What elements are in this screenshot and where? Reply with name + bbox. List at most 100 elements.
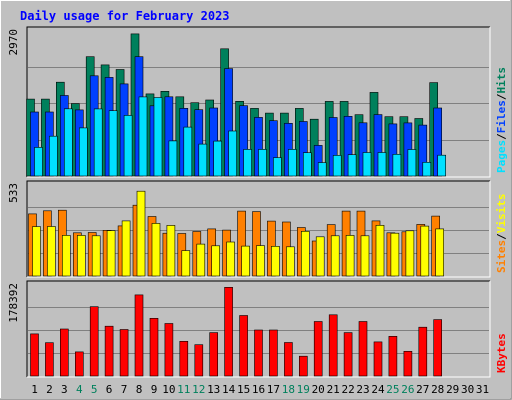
bar-pages — [213, 140, 222, 177]
bar-pages — [347, 154, 357, 177]
x-tick-label: 27 — [416, 383, 429, 396]
bar-visits — [77, 235, 86, 277]
series-pages — [34, 96, 447, 177]
x-tick-label: 31 — [476, 383, 489, 396]
bar-kbytes — [343, 332, 353, 377]
bar-kbytes — [433, 319, 443, 377]
bar-visits — [106, 230, 116, 277]
bar-visits — [375, 225, 385, 277]
bar-visits — [241, 245, 250, 277]
bar-kbytes — [313, 321, 323, 377]
bar-kbytes — [164, 323, 174, 377]
bar-kbytes — [254, 329, 263, 377]
bar-pages — [437, 154, 447, 177]
bar-pages — [302, 152, 312, 177]
bar-kbytes — [119, 329, 129, 377]
panel-visits: 533 Sites/Visits — [7, 180, 508, 278]
bar-kbytes — [388, 335, 398, 377]
bar-visits — [286, 246, 295, 277]
x-tick-label: 15 — [237, 383, 250, 396]
bar-pages — [332, 155, 342, 177]
legend-entry: Visits — [495, 194, 508, 234]
bar-visits — [61, 235, 71, 277]
x-tick-label: 25 — [386, 383, 399, 396]
legend-entry: Sites — [495, 240, 508, 273]
bar-kbytes — [373, 341, 383, 377]
bar-kbytes — [403, 350, 413, 377]
legend-hits: Pages/Files/Hits — [495, 67, 508, 173]
bar-visits — [390, 232, 400, 277]
x-tick-label: 4 — [76, 383, 83, 396]
x-tick-label: 6 — [106, 383, 113, 396]
bar-visits — [47, 226, 56, 277]
bar-kbytes — [45, 342, 54, 377]
x-tick-label: 29 — [446, 383, 459, 396]
bar-pages — [108, 110, 118, 177]
x-tick-label: 1 — [31, 383, 38, 396]
bar-pages — [183, 126, 193, 177]
legend-entry: KBytes — [495, 333, 508, 373]
legend-entry: / — [495, 133, 508, 140]
x-tick-label: 23 — [356, 383, 369, 396]
legend-entry: Pages — [495, 140, 508, 173]
legend-entry: Hits — [495, 67, 508, 94]
series-visits — [32, 190, 445, 277]
bar-visits — [151, 223, 161, 277]
bar-visits — [121, 220, 131, 277]
bar-visits — [360, 235, 370, 277]
bar-kbytes — [298, 355, 308, 377]
panel-border-top — [26, 180, 490, 277]
bar-pages — [49, 135, 58, 177]
x-tick-label: 24 — [371, 383, 385, 396]
bar-pages — [392, 154, 402, 177]
bar-kbytes — [284, 342, 293, 377]
x-tick-label: 7 — [121, 383, 128, 396]
bar-kbytes — [59, 328, 69, 377]
bar-kbytes — [75, 351, 84, 377]
x-tick-label: 9 — [151, 383, 158, 396]
bar-kbytes — [239, 315, 248, 377]
x-tick-label: 18 — [282, 383, 295, 396]
bar-kbytes — [269, 329, 278, 377]
legend-entry: / — [495, 233, 508, 240]
bar-kbytes — [194, 344, 204, 377]
panel-border-bottom — [27, 27, 491, 178]
x-tick-label: 16 — [252, 383, 265, 396]
bar-pages — [317, 162, 327, 177]
bar-visits — [226, 241, 235, 277]
bar-kbytes — [89, 306, 99, 377]
bar-kbytes — [224, 286, 233, 377]
bar-visits — [420, 225, 430, 277]
x-tick-label: 11 — [177, 383, 190, 396]
x-tick-label: 19 — [297, 383, 310, 396]
bar-pages — [123, 115, 133, 177]
x-tick-label: 5 — [91, 383, 98, 396]
x-tick-label: 21 — [327, 383, 340, 396]
x-tick-label: 28 — [431, 383, 444, 396]
panel-border-bottom — [27, 181, 491, 278]
x-tick-label: 22 — [341, 383, 354, 396]
bar-visits — [211, 245, 220, 277]
series-kbytes — [30, 286, 443, 377]
y-max-label: 2970 — [7, 29, 20, 56]
bar-visits — [136, 190, 146, 277]
x-tick-label: 13 — [207, 383, 220, 396]
x-tick-label: 12 — [192, 383, 205, 396]
bar-visits — [435, 228, 445, 277]
legend-entry: Files — [495, 100, 508, 133]
panel-border-bottom — [27, 281, 491, 378]
bar-kbytes — [30, 333, 39, 377]
legend-visits: Sites/Visits — [495, 194, 508, 274]
bar-pages — [407, 149, 417, 177]
bar-pages — [422, 162, 432, 177]
x-tick-label: 26 — [401, 383, 414, 396]
bar-pages — [198, 143, 208, 177]
bar-pages — [153, 97, 163, 177]
x-tick-label: 8 — [136, 383, 143, 396]
bar-pages — [64, 108, 73, 177]
bar-pages — [377, 152, 387, 177]
x-axis-labels: 1 2 3 4 5 6 7 8 9 10 11 12 13 14 15 16 17 18 19 20 21 22 23 24 2… — [31, 383, 489, 396]
bar-kbytes — [358, 321, 368, 377]
